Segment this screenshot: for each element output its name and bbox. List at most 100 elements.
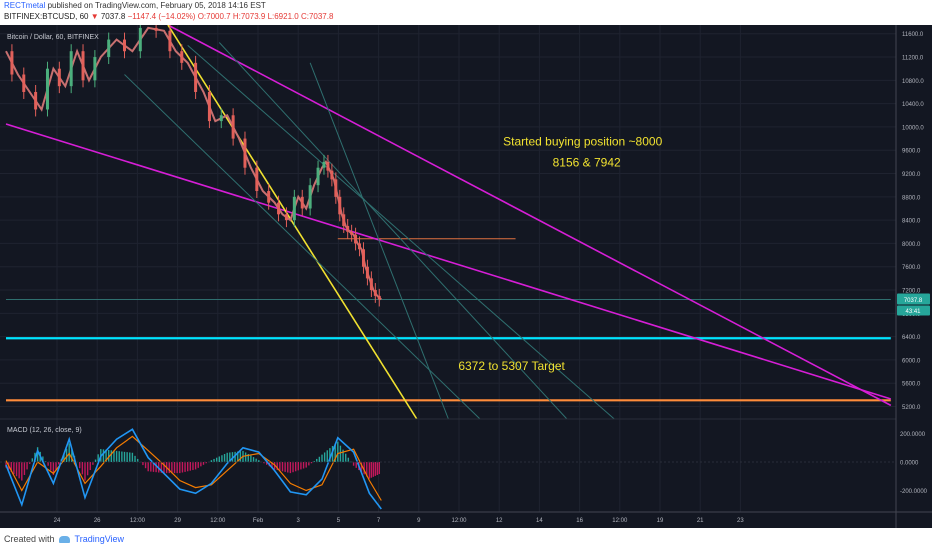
macd-hist-bar (329, 448, 331, 463)
candle-body (326, 161, 330, 171)
macd-hist-bar (255, 458, 257, 463)
macd-hist-bar (218, 456, 220, 463)
time-tick-label: 12:00 (130, 518, 146, 524)
chart-area[interactable]: Started buying position ~8000 8156 & 7942… (0, 20, 932, 528)
macd-hist-bar (18, 462, 20, 479)
macd-hist-bar (378, 462, 380, 475)
macd-hist-bar (292, 462, 294, 473)
price-tick-label: 11200.0 (902, 56, 924, 62)
candle-body (377, 295, 381, 300)
candles (10, 20, 381, 307)
macd-hist-bar (55, 462, 57, 470)
macd-hist-bar (105, 449, 107, 463)
author-link[interactable]: RECTmetal (4, 1, 46, 10)
macd-hist-bar (221, 455, 223, 463)
time-tick-label: 3 (297, 518, 301, 524)
macd-hist-bar (110, 450, 113, 463)
macd-hist-bar (360, 462, 363, 473)
macd-hist-bar (308, 462, 310, 466)
macd-hist-bar (337, 441, 339, 463)
macd-hist-bar (26, 462, 28, 470)
time-tick-label: 12 (496, 518, 503, 524)
time-tick-label: 24 (54, 518, 61, 524)
high-value: H:7073.9 (232, 12, 266, 21)
created-with: Created with TradingView (4, 534, 124, 544)
created-with-label: Created with (4, 534, 55, 544)
macd-hist-bar (370, 462, 373, 478)
macd-hist-bar (65, 448, 68, 463)
macd-hist-bar (42, 456, 44, 463)
macd-hist-bar (52, 462, 55, 475)
macd-hist-bar (29, 462, 31, 464)
price-tick-label: 10800.0 (902, 79, 924, 85)
macd-hist-bar (372, 462, 375, 477)
trendline (124, 74, 481, 420)
footer: Created with TradingView (0, 528, 932, 550)
macd-hist-bar (347, 457, 350, 463)
candle-body (334, 179, 338, 197)
macd-hist-bar (92, 462, 94, 465)
chart-header: RECTmetal published on TradingView.com, … (0, 0, 932, 26)
time-tick-label: 26 (94, 518, 101, 524)
price-tick-label: 8000.0 (902, 242, 921, 248)
macd-hist-bar (176, 462, 178, 474)
candle-body (243, 138, 247, 168)
macd-hist-bar (318, 456, 321, 463)
price-chart[interactable]: Started buying position ~8000 8156 & 7942… (0, 20, 932, 528)
macd-hist-bar (345, 453, 347, 463)
macd-hist-bar (160, 462, 163, 473)
macd-hist-bar (108, 449, 110, 463)
candle-body (207, 91, 211, 122)
macd-axis-labels: 200.0000 0.0000 -200.0000 (900, 432, 928, 495)
macd-hist-bar (215, 457, 218, 463)
price-tick-label: 7600.0 (902, 265, 921, 271)
candle-body (365, 266, 369, 279)
macd-hist-bar (57, 462, 60, 465)
price-tick-label: 5600.0 (902, 382, 921, 388)
macd-hist-bar (102, 449, 105, 463)
tradingview-link[interactable]: TradingView (74, 534, 125, 544)
price-tick-label: 6000.0 (902, 358, 921, 364)
macd-hist-bar (234, 451, 236, 463)
price-scale[interactable] (896, 25, 932, 528)
macd-hist-bar (86, 462, 89, 476)
macd-hist-bar (194, 462, 197, 470)
macd-hist-bar (155, 462, 157, 473)
price-tick-label: 8800.0 (902, 195, 921, 201)
macd-hist-bar (350, 461, 352, 463)
macd-hist-bar (258, 460, 260, 463)
price-tick-label: 8400.0 (902, 219, 921, 225)
candle-body (81, 51, 85, 81)
trendline (309, 62, 449, 420)
macd-hist-bar (84, 462, 86, 481)
macd-pane (0, 428, 896, 510)
macd-hist-bar (187, 462, 189, 472)
macd-hist-bar (121, 451, 123, 463)
chart-annotation: 6372 to 5307 Target (458, 359, 565, 373)
macd-hist-bar (368, 462, 371, 479)
last-price: 7037.8 (100, 12, 126, 21)
macd-hist-bar (281, 462, 284, 472)
price-tick-label: 11600.0 (902, 32, 924, 38)
macd-hist-bar (239, 451, 242, 463)
macd-hist-bar (342, 449, 344, 463)
down-arrow-icon: ▼ (90, 12, 99, 21)
macd-hist-bar (5, 462, 7, 468)
candle-body (267, 191, 271, 203)
macd-hist-bar (147, 462, 149, 472)
time-axis-labels[interactable]: 24 26 12:00 29 12:00 Feb 3 5 7 9 12:00 12 14 16 12:00 1… (54, 518, 745, 524)
macd-hist-bar (302, 462, 305, 469)
price-tick-label: 10000.0 (902, 125, 924, 131)
time-tick-label: 16 (576, 518, 583, 524)
candle-body (277, 202, 281, 215)
macd-signal-line (5, 435, 382, 501)
macd-hist-bar (197, 462, 199, 468)
trendline (187, 45, 615, 420)
candle-body (354, 234, 358, 244)
macd-hist-bar (47, 462, 49, 466)
macd-hist-bar (205, 462, 207, 464)
macd-hist-bar (334, 443, 336, 463)
time-tick-label: 7 (377, 518, 381, 524)
macd-tick-label: -200.0000 (900, 489, 928, 495)
macd-hist-bar (179, 462, 181, 474)
